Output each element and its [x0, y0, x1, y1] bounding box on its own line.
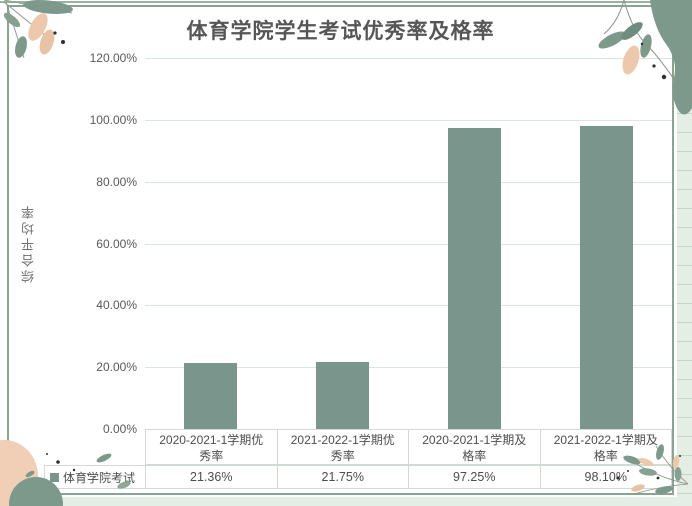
gridline — [145, 120, 672, 121]
legend-cell[interactable]: 体育学院考试 — [45, 466, 146, 488]
bar-2021-2022-1学期优秀率[interactable] — [316, 362, 369, 429]
watercolor-blob-decoration-bottom-left — [0, 440, 131, 506]
y-tick-label: 100.00% — [89, 113, 137, 127]
category-header: 2021-2022-1学期及 格率 — [539, 430, 672, 464]
legend-series-label: 体育学院考试 — [63, 470, 136, 485]
value-cell: 21.36% — [190, 470, 233, 484]
value-cell: 21.75% — [276, 466, 409, 488]
category-header: 2021-2022-1学期优 秀率 — [276, 430, 409, 464]
table-data-row: 体育学院考试 21.36% 21.75% 97.25% 98.10% — [44, 465, 672, 489]
plot-area — [145, 58, 672, 429]
watercolor-blob-branch-decoration-top-right — [598, 0, 692, 115]
y-tick-label: 120.00% — [89, 51, 137, 65]
bar-2020-2021-1学期优秀率[interactable] — [184, 363, 237, 429]
y-tick-label: 80.00% — [96, 175, 137, 189]
gridline — [145, 58, 672, 59]
y-axis-title: 综合平均率 — [21, 203, 36, 283]
gridline — [145, 182, 672, 183]
top-frame-line — [0, 1, 692, 3]
bar-2021-2022-1学期及格率[interactable] — [580, 126, 633, 429]
bar-2020-2021-1学期及格率[interactable] — [448, 128, 501, 429]
branch-leaves-decoration-top-left — [3, 0, 73, 59]
gridline — [145, 367, 672, 368]
spreadsheet-bottom-margin — [0, 497, 692, 506]
y-tick-label: 0.00% — [102, 422, 137, 436]
legend-swatch-icon — [50, 472, 59, 482]
y-tick-label: 40.00% — [96, 298, 137, 312]
chart-title: 体育学院学生考试优秀率及格率 — [186, 20, 495, 43]
spreadsheet-right-margin — [677, 0, 692, 506]
leaf-cluster-decoration-bottom-right — [616, 444, 689, 495]
gridline — [145, 305, 672, 306]
category-header: 2020-2021-1学期及 格率 — [408, 430, 540, 464]
chart-area[interactable]: 体育学院学生考试优秀率及格率 综合平均率 120.00% 100.00% 80.00… — [7, 5, 674, 495]
value-cell: 97.25% — [408, 466, 540, 488]
y-tick-label: 20.00% — [96, 360, 137, 374]
table-header-row: 2020-2021-1学期优 秀率 2021-2022-1学期优 秀率 2020-2… — [145, 429, 672, 465]
category-header: 2020-2021-1学期优 秀率 — [159, 433, 264, 463]
gridline — [145, 244, 672, 245]
y-tick-label: 60.00% — [96, 237, 137, 251]
value-cell: 98.10% — [539, 466, 672, 488]
table-values: 21.36% 21.75% 97.25% 98.10% — [146, 466, 671, 488]
